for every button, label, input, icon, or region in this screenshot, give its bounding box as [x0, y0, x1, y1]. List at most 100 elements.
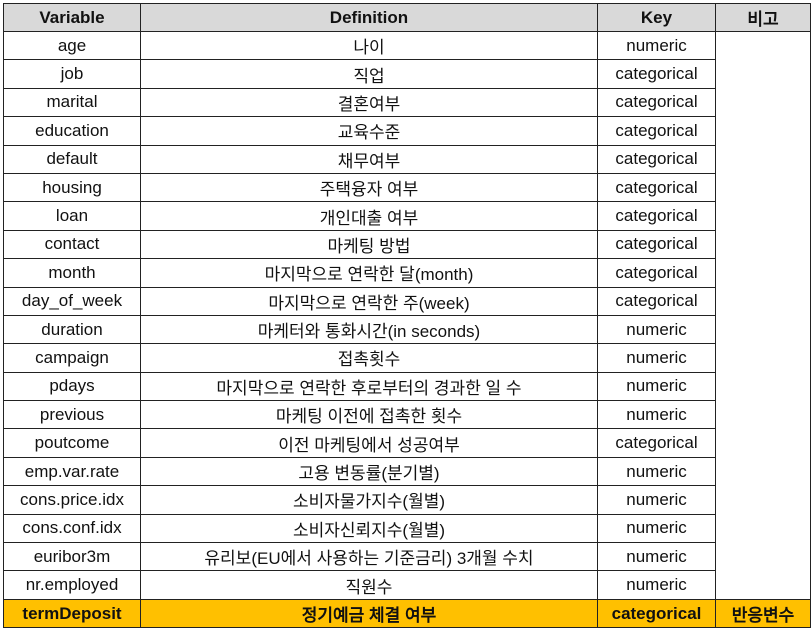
table-row: housing 주택융자 여부 categorical [3, 172, 811, 203]
table-row: euribor3m 유리보(EU에서 사용하는 기준금리) 3개월 수치 numer… [3, 542, 811, 572]
cell-definition: 접촉횟수 [140, 343, 598, 373]
cell-variable: marital [3, 87, 141, 118]
cell-key: numeric [597, 314, 716, 345]
cell-variable: loan [3, 201, 141, 231]
header-row: Variable Definition Key 비고 [3, 3, 811, 32]
cell-note [715, 88, 811, 117]
cell-key: categorical [597, 59, 716, 89]
cell-variable: contact [3, 229, 141, 260]
cell-key: numeric [597, 400, 716, 430]
cell-definition: 직원수 [140, 570, 598, 600]
cell-key: categorical [597, 172, 716, 203]
cell-key: numeric [597, 513, 716, 544]
cell-definition: 나이 [140, 30, 598, 61]
cell-key: numeric [597, 542, 716, 572]
table-row: default 채무여부 categorical [3, 144, 811, 174]
cell-variable: pdays [3, 371, 141, 402]
cell-variable: campaign [3, 343, 141, 373]
cell-definition: 교육수준 [140, 116, 598, 146]
cell-variable: day_of_week [3, 286, 141, 316]
cell-definition: 직업 [140, 59, 598, 89]
table-row: cons.price.idx 소비자물가지수(월별) numeric [3, 485, 811, 515]
cell-definition: 정기예금 체결 여부 [140, 598, 598, 629]
cell-variable: housing [3, 172, 141, 203]
cell-key: categorical [597, 116, 716, 146]
cell-variable: cons.price.idx [3, 485, 141, 515]
cell-definition: 마케팅 방법 [140, 229, 598, 260]
cell-definition: 채무여부 [140, 144, 598, 174]
cell-variable: termDeposit [3, 598, 141, 629]
cell-variable: default [3, 144, 141, 174]
cell-note [715, 201, 811, 231]
table-body: age 나이 numeric job 직업 categorical marital 결혼여부 c… [3, 30, 811, 629]
cell-variable: job [3, 59, 141, 89]
table-row: previous 마케팅 이전에 접촉한 횟수 numeric [3, 400, 811, 430]
cell-note [715, 514, 811, 543]
cell-note [715, 173, 811, 202]
cell-note [715, 145, 811, 174]
cell-note [715, 457, 811, 486]
table-row: age 나이 numeric [3, 30, 811, 61]
variable-definition-table: Variable Definition Key 비고 age 나이 numeric j… [3, 3, 811, 629]
cell-variable: age [3, 30, 141, 61]
cell-note: 반응변수 [715, 598, 811, 629]
cell-variable: emp.var.rate [3, 456, 141, 487]
cell-key: categorical [597, 598, 716, 629]
cell-note [715, 570, 811, 600]
cell-definition: 소비자물가지수(월별) [140, 485, 598, 515]
cell-note [715, 31, 811, 60]
table-row: month 마지막으로 연락한 달(month) categorical [3, 258, 811, 288]
cell-key: numeric [597, 343, 716, 373]
table-row: nr.employed 직원수 numeric [3, 570, 811, 600]
cell-variable: month [3, 258, 141, 288]
cell-note [715, 372, 811, 401]
table-row: loan 개인대출 여부 categorical [3, 201, 811, 231]
cell-key: numeric [597, 485, 716, 515]
cell-key: numeric [597, 570, 716, 600]
table-row: campaign 접촉횟수 numeric [3, 343, 811, 373]
cell-note [715, 287, 811, 316]
cell-key: categorical [597, 201, 716, 231]
cell-key: categorical [597, 258, 716, 288]
cell-definition: 결혼여부 [140, 87, 598, 118]
cell-definition: 마케팅 이전에 접촉한 횟수 [140, 400, 598, 430]
table-row: day_of_week 마지막으로 연락한 주(week) categorical [3, 286, 811, 316]
cell-note [715, 258, 811, 288]
cell-note [715, 400, 811, 429]
cell-note [715, 230, 811, 259]
header-variable: Variable [3, 3, 141, 32]
cell-variable: duration [3, 314, 141, 345]
table-row: job 직업 categorical [3, 59, 811, 89]
cell-key: numeric [597, 371, 716, 402]
header-note: 비고 [715, 3, 811, 32]
cell-variable: poutcome [3, 428, 141, 458]
cell-key: numeric [597, 456, 716, 487]
table-row: cons.conf.idx 소비자신뢰지수(월별) numeric [3, 513, 811, 544]
cell-definition: 마케터와 통화시간(in seconds) [140, 314, 598, 345]
cell-key: categorical [597, 286, 716, 316]
cell-definition: 마지막으로 연락한 달(month) [140, 258, 598, 288]
cell-definition: 마지막으로 연락한 후로부터의 경과한 일 수 [140, 371, 598, 402]
cell-definition: 유리보(EU에서 사용하는 기준금리) 3개월 수치 [140, 542, 598, 572]
cell-note [715, 428, 811, 458]
cell-key: categorical [597, 428, 716, 458]
cell-definition: 개인대출 여부 [140, 201, 598, 231]
cell-definition: 주택융자 여부 [140, 172, 598, 203]
cell-definition: 마지막으로 연락한 주(week) [140, 286, 598, 316]
table-row: emp.var.rate 고용 변동률(분기별) numeric [3, 456, 811, 487]
cell-variable: nr.employed [3, 570, 141, 600]
table-row: duration 마케터와 통화시간(in seconds) numeric [3, 314, 811, 345]
cell-note [715, 343, 811, 373]
cell-note [715, 315, 811, 344]
cell-definition: 고용 변동률(분기별) [140, 456, 598, 487]
cell-definition: 소비자신뢰지수(월별) [140, 513, 598, 544]
cell-key: categorical [597, 87, 716, 118]
response-variable-row: termDeposit 정기예금 체결 여부 categorical 반응변수 [3, 598, 811, 629]
cell-key: categorical [597, 144, 716, 174]
table-row: poutcome 이전 마케팅에서 성공여부 categorical [3, 428, 811, 458]
cell-key: categorical [597, 229, 716, 260]
table-row: pdays 마지막으로 연락한 후로부터의 경과한 일 수 numeric [3, 371, 811, 402]
cell-definition: 이전 마케팅에서 성공여부 [140, 428, 598, 458]
header-key: Key [597, 3, 716, 32]
cell-note [715, 485, 811, 515]
